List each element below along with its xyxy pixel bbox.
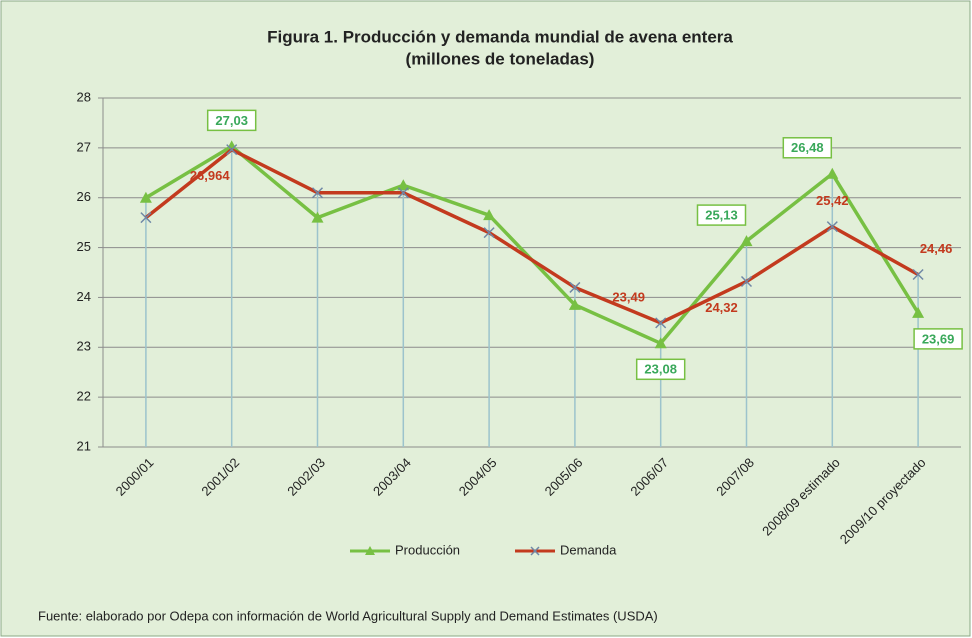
- y-tick-label: 23: [77, 339, 91, 354]
- marker-triangle: [740, 235, 753, 247]
- value-label: 26,48: [791, 140, 824, 155]
- legend-label: Demanda: [560, 542, 617, 557]
- value-label-box: [635, 358, 686, 381]
- marker-triangle: [483, 209, 496, 221]
- marker-x: [140, 212, 152, 224]
- marker-x: [655, 317, 667, 329]
- value-label-box: [913, 328, 963, 350]
- value-label: 23,08: [644, 362, 677, 377]
- value-label-box: [782, 137, 833, 159]
- value-label: 23,69: [922, 331, 955, 346]
- value-label-box: [206, 109, 257, 132]
- chart-subtitle: (millones de toneladas): [406, 49, 595, 68]
- y-tick-label: 28: [77, 89, 91, 104]
- marker-x: [397, 187, 409, 199]
- marker-triangle: [225, 140, 238, 152]
- value-label: 23,49: [612, 289, 645, 304]
- y-tick-label: 27: [77, 139, 91, 154]
- marker-x: [226, 144, 238, 156]
- y-tick-label: 26: [77, 189, 91, 204]
- value-label: 27,03: [215, 113, 248, 128]
- value-label: 24,32: [705, 300, 738, 315]
- legend-marker: [365, 546, 375, 555]
- series-line: [144, 147, 919, 325]
- legend-marker: [530, 546, 540, 556]
- value-label: 26,964: [190, 168, 231, 183]
- marker-triangle: [397, 179, 410, 191]
- marker-x: [912, 268, 924, 281]
- y-tick-label: 25: [77, 239, 91, 254]
- marker-triangle: [654, 337, 667, 349]
- value-label: 25,13: [705, 208, 738, 223]
- y-tick-label: 21: [77, 438, 91, 453]
- chart-title: Figura 1. Producción y demanda mundial d…: [267, 27, 733, 46]
- marker-x: [569, 281, 581, 293]
- marker-triangle: [568, 298, 581, 310]
- marker-x: [483, 227, 495, 239]
- marker-x: [826, 221, 838, 233]
- y-tick-label: 24: [77, 289, 91, 304]
- marker-triangle: [826, 167, 839, 179]
- marker-triangle: [311, 211, 324, 223]
- y-tick-label: 22: [77, 389, 91, 404]
- source-note: Fuente: elaborado por Odepa con informac…: [38, 608, 658, 623]
- value-label: 25,42: [816, 193, 849, 208]
- marker-x: [740, 275, 753, 288]
- value-label-box: [696, 204, 747, 226]
- marker-triangle: [139, 191, 152, 203]
- legend-label: Producción: [395, 542, 460, 557]
- marker-triangle: [912, 306, 925, 318]
- marker-x: [311, 187, 324, 199]
- value-label: 24,46: [920, 241, 953, 256]
